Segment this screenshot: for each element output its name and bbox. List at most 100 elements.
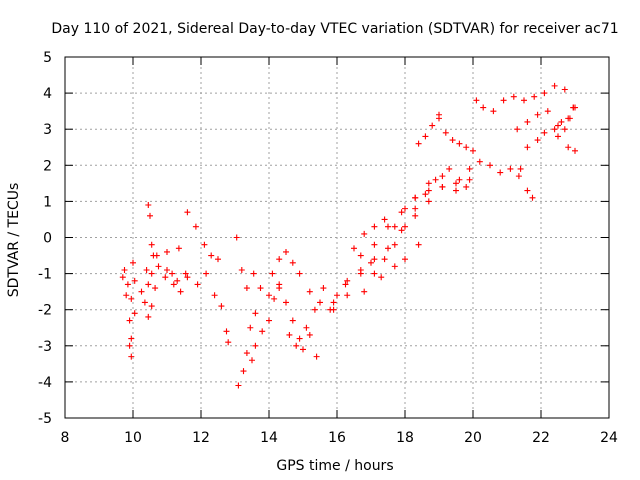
data-point <box>330 306 337 313</box>
data-point <box>470 147 476 154</box>
y-tick-label: 1 <box>43 194 52 210</box>
data-point <box>170 281 177 288</box>
data-point <box>141 299 148 306</box>
x-tick-label: 10 <box>124 430 142 446</box>
data-point <box>145 313 152 320</box>
data-point <box>147 212 153 219</box>
x-tick-label: 22 <box>532 430 550 446</box>
data-point <box>425 187 432 194</box>
data-point <box>412 194 419 201</box>
x-tick-label: 20 <box>464 430 482 446</box>
y-tick-label: 4 <box>43 86 52 102</box>
data-point <box>402 223 408 230</box>
data-point <box>334 292 340 299</box>
data-point <box>500 97 507 104</box>
data-point <box>558 118 565 125</box>
data-point <box>351 245 357 252</box>
data-point <box>131 277 138 284</box>
data-point <box>439 183 446 190</box>
data-point <box>412 205 419 212</box>
data-point <box>131 310 138 317</box>
data-point <box>223 328 230 335</box>
data-point <box>446 165 453 172</box>
y-tick-label: -3 <box>38 339 52 355</box>
y-tick-label: -2 <box>38 303 52 319</box>
data-point <box>266 317 272 324</box>
y-tick-label: 0 <box>43 231 52 247</box>
data-point <box>276 256 283 263</box>
data-point <box>296 270 303 277</box>
data-point <box>534 137 541 144</box>
data-point <box>497 169 504 176</box>
data-point <box>524 118 531 125</box>
data-point <box>514 126 521 133</box>
y-tick-label: -1 <box>38 267 52 283</box>
data-point <box>148 303 155 310</box>
data-point <box>398 209 405 216</box>
chart-title: Day 110 of 2021, Sidereal Day-to-day VTE… <box>51 21 618 37</box>
data-point <box>238 266 245 273</box>
data-point <box>371 270 378 277</box>
data-point <box>412 212 419 219</box>
data-point <box>391 223 398 230</box>
data-point <box>466 165 473 172</box>
x-tick-label: 14 <box>260 430 278 446</box>
data-point <box>541 129 548 136</box>
data-point <box>145 281 152 288</box>
data-point <box>233 234 240 241</box>
data-point <box>466 176 473 183</box>
data-point <box>429 122 436 129</box>
data-point <box>361 230 368 237</box>
data-point <box>415 241 422 248</box>
data-point <box>449 137 456 144</box>
data-point <box>177 288 184 295</box>
data-point <box>289 259 296 266</box>
y-tick-label: 2 <box>43 158 52 174</box>
data-point <box>415 140 422 147</box>
data-point <box>453 187 459 194</box>
data-point <box>143 266 150 273</box>
data-point <box>381 256 388 263</box>
data-point <box>541 90 548 97</box>
data-points <box>119 82 578 389</box>
data-point <box>425 198 432 205</box>
data-point <box>225 339 232 346</box>
data-point <box>247 324 254 331</box>
data-point <box>303 324 310 331</box>
data-point <box>344 292 351 299</box>
data-point <box>184 209 191 216</box>
data-point <box>192 223 199 230</box>
data-point <box>243 350 250 357</box>
data-point <box>215 256 221 263</box>
data-point <box>194 281 201 288</box>
y-tick-label: -4 <box>38 375 52 391</box>
data-point <box>138 288 145 295</box>
data-point <box>371 256 378 263</box>
data-point <box>531 93 538 100</box>
data-point <box>153 252 160 259</box>
data-point <box>289 317 296 324</box>
data-point <box>269 270 276 277</box>
data-point <box>555 122 561 129</box>
data-point <box>296 335 303 342</box>
data-point <box>201 241 208 248</box>
data-point <box>490 108 497 115</box>
data-point <box>283 299 289 306</box>
data-point <box>145 202 152 209</box>
data-point <box>286 331 293 338</box>
data-point <box>293 342 300 349</box>
data-point <box>155 263 162 270</box>
data-point <box>368 259 374 266</box>
data-point <box>391 241 398 248</box>
data-point <box>218 303 225 310</box>
data-point <box>208 252 215 259</box>
data-point <box>330 299 337 306</box>
data-point <box>271 295 278 302</box>
data-point <box>565 144 572 151</box>
y-tick-labels: -5 -4 -3 -2 -1 0 1 2 3 4 5 <box>38 50 52 427</box>
data-point <box>487 162 493 169</box>
data-point <box>128 335 135 342</box>
data-point <box>148 241 155 248</box>
data-point <box>398 227 405 234</box>
